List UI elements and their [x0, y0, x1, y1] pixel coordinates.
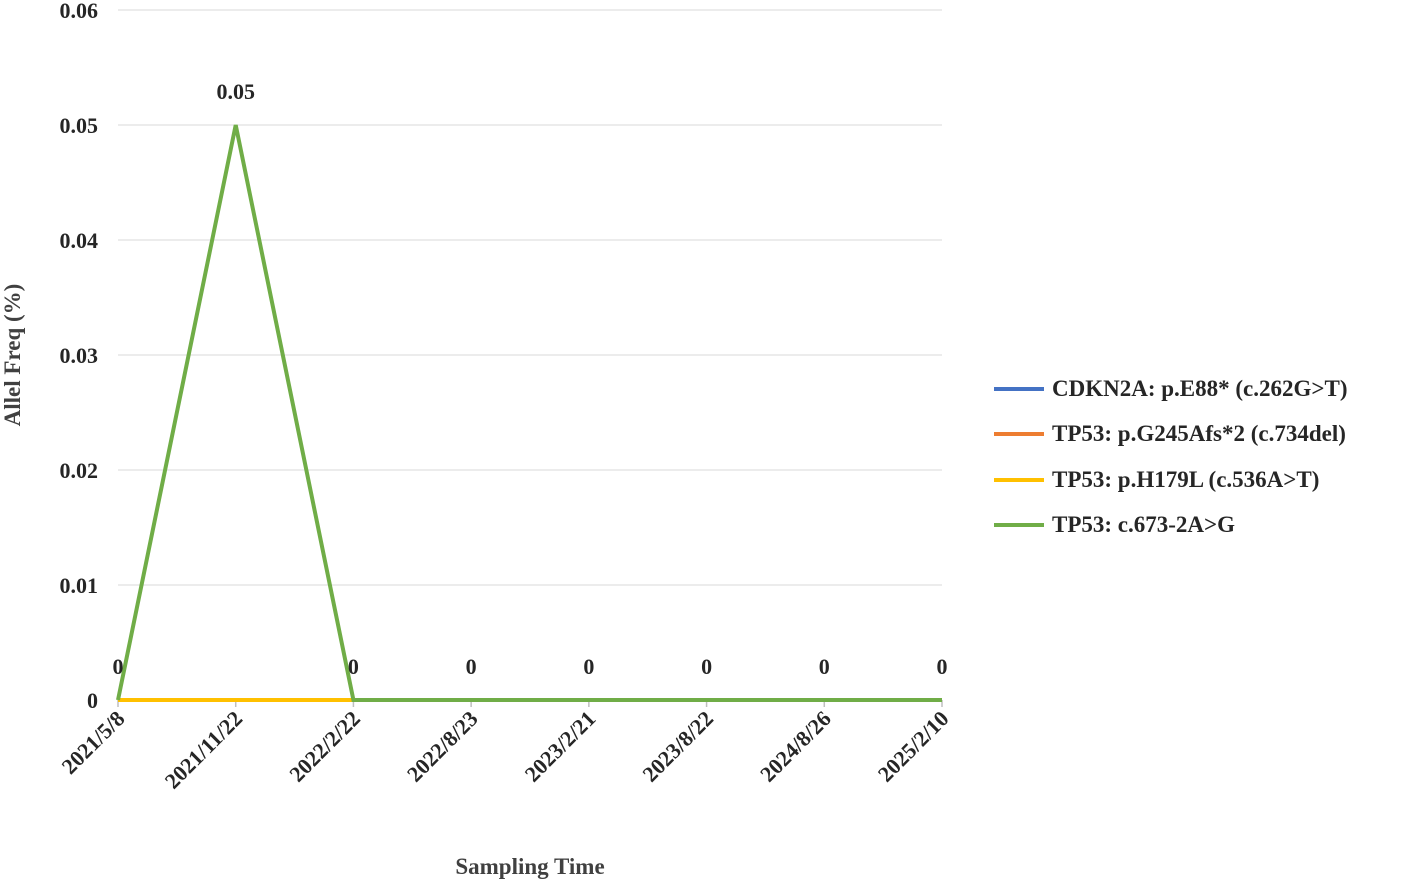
data-label: 0	[819, 654, 830, 679]
data-label: 0	[701, 654, 712, 679]
data-label: 0	[583, 654, 594, 679]
legend-swatch	[994, 432, 1044, 437]
x-tick-label: 2021/5/8	[57, 706, 130, 779]
x-tick-labels: 2021/5/8 2021/11/22 2022/2/22 2022/8/23 2023…	[57, 700, 954, 794]
series-lines	[116, 124, 942, 702]
x-tick-label: 2022/2/22	[284, 706, 365, 787]
legend-swatch	[994, 523, 1044, 528]
y-tick-label: 0.01	[60, 573, 99, 598]
y-tick-labels: 0 0.01 0.02 0.03 0.04 0.05 0.06	[60, 0, 99, 713]
x-tick-label: 2022/8/23	[402, 706, 483, 787]
data-labels: 0 0.05 0 0 0 0 0 0	[113, 79, 948, 679]
legend-label: TP53: p.H179L (c.536A>T)	[1052, 466, 1320, 492]
data-label: 0	[466, 654, 477, 679]
x-tick-label: 2021/11/22	[160, 706, 248, 794]
data-label: 0	[937, 654, 948, 679]
x-tick-label: 2023/2/21	[520, 706, 601, 787]
legend-swatch	[994, 477, 1044, 482]
legend-item: TP53: p.G245Afs*2 (c.734del)	[994, 412, 1348, 458]
y-tick-label: 0.02	[60, 458, 99, 483]
y-tick-label: 0.05	[60, 113, 99, 138]
legend: CDKN2A: p.E88* (c.262G>T) TP53: p.G245Afs…	[994, 366, 1348, 548]
y-tick-label: 0.03	[60, 343, 99, 368]
y-tick-label: 0.04	[60, 228, 99, 253]
x-tick-label: 2023/8/22	[637, 706, 718, 787]
legend-label: TP53: c.673-2A>G	[1052, 512, 1236, 538]
x-tick-label: 2024/8/26	[755, 706, 836, 787]
gridlines	[118, 9, 942, 701]
series-line-3	[116, 124, 942, 702]
legend-swatch	[994, 386, 1044, 391]
legend-label: CDKN2A: p.E88* (c.262G>T)	[1052, 375, 1348, 401]
y-tick-label: 0	[87, 688, 98, 713]
legend-item: CDKN2A: p.E88* (c.262G>T)	[994, 366, 1348, 412]
x-tick-label: 2025/2/10	[873, 706, 954, 787]
data-label: 0	[348, 654, 359, 679]
y-tick-label: 0.06	[60, 0, 99, 23]
data-label: 0.05	[216, 79, 255, 104]
legend-item: TP53: p.H179L (c.536A>T)	[994, 457, 1348, 503]
legend-item: TP53: c.673-2A>G	[994, 503, 1348, 549]
y-axis-title: Allel Freq (%)	[0, 284, 25, 427]
x-axis-title: Sampling Time	[455, 854, 604, 879]
legend-label: TP53: p.G245Afs*2 (c.734del)	[1052, 421, 1346, 447]
data-label: 0	[113, 654, 124, 679]
